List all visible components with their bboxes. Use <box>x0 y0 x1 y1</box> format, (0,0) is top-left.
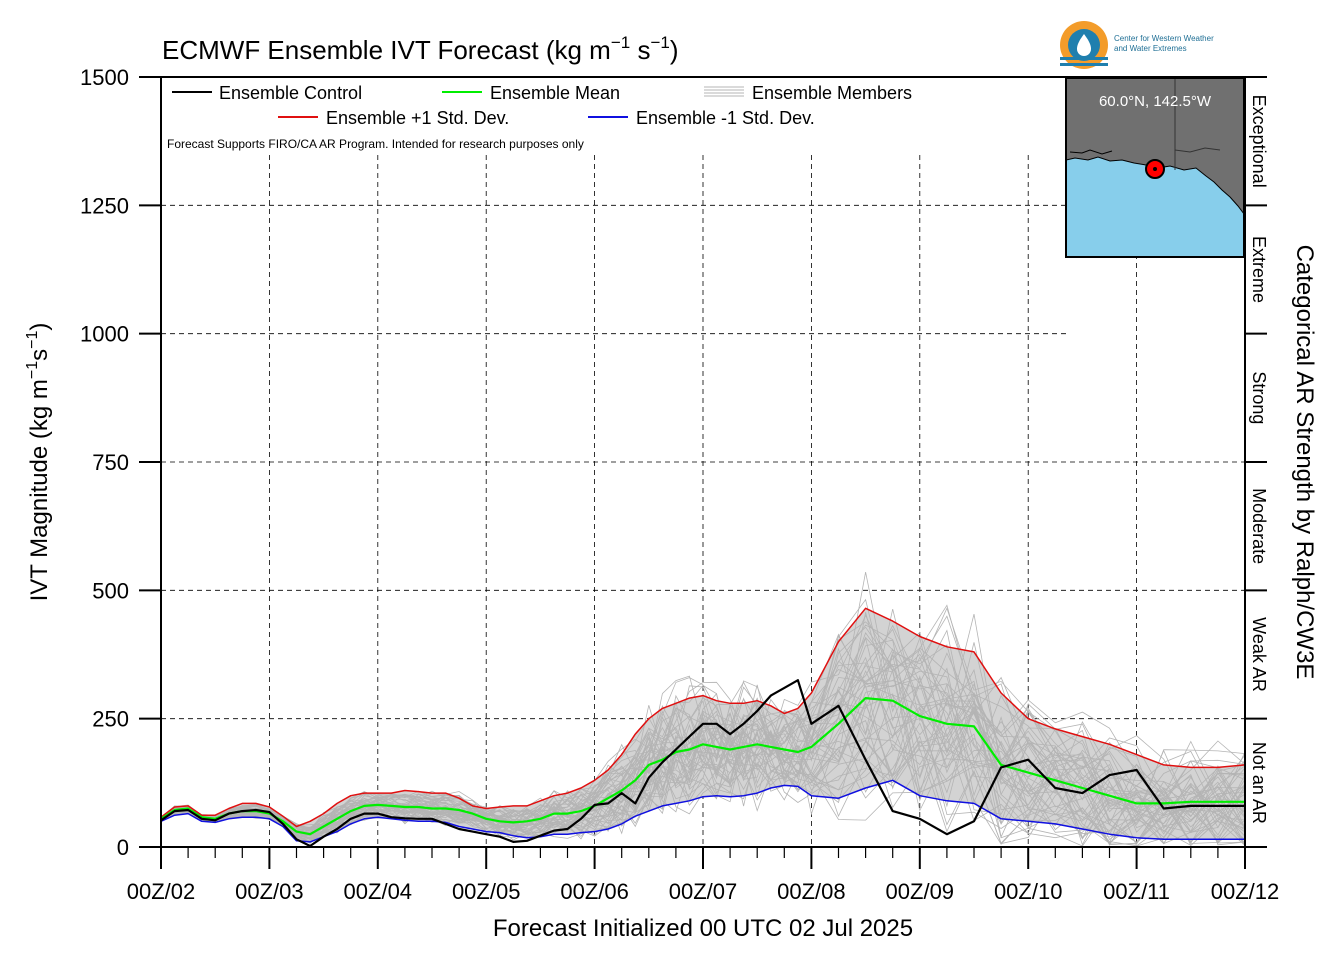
title-main: ECMWF Ensemble IVT Forecast (kg m <box>162 35 611 65</box>
legend-label-plus: Ensemble +1 Std. Dev. <box>326 108 509 128</box>
ylabel-mid: s <box>26 349 53 361</box>
logo-text-line2: and Water Extremes <box>1114 44 1187 53</box>
title-sup2: −1 <box>650 33 669 52</box>
x-tick-label: 00Z/11 <box>1103 879 1170 904</box>
category-label: Weak AR <box>1249 617 1269 692</box>
y-tick-label: 1250 <box>80 193 129 218</box>
inset-ocean <box>1066 157 1244 257</box>
ensemble-member-line <box>161 683 1245 844</box>
ylabel-main: IVT Magnitude (kg m <box>26 379 53 601</box>
series-lines <box>161 607 1245 847</box>
x-tick-label: 00Z/09 <box>886 879 955 904</box>
chart-title: ECMWF Ensemble IVT Forecast (kg m−1 s−1) <box>162 33 679 65</box>
legend-label-control: Ensemble Control <box>219 83 362 103</box>
y-tick-label: 500 <box>92 578 129 603</box>
category-axis: Not an AR Weak AR Moderate Strong Extreme Exc… <box>1245 76 1269 848</box>
category-label: Moderate <box>1249 488 1269 564</box>
ylabel-end: ) <box>26 323 53 331</box>
ensemble-member-line <box>161 720 1245 846</box>
title-mid: s <box>630 35 650 65</box>
series-line-plus <box>161 607 1245 828</box>
category-label: Exceptional <box>1249 95 1269 188</box>
ensemble-member-line <box>161 670 1245 833</box>
ensemble-member-line <box>161 604 1245 831</box>
title-end: ) <box>670 35 679 65</box>
x-tick-label: 00Z/05 <box>452 879 521 904</box>
ylabel-sup1: −1 <box>24 361 41 379</box>
category-label: Extreme <box>1249 236 1269 303</box>
ensemble-member-line <box>161 628 1245 832</box>
y-tick-label: 1000 <box>80 322 129 347</box>
x-tick-label: 00Z/02 <box>127 879 196 904</box>
location-inset-map: 60.0°N, 142.5°W <box>1065 77 1245 258</box>
ensemble-member-line <box>161 748 1245 846</box>
x-tick-label: 00Z/07 <box>669 879 738 904</box>
legend-label-mean: Ensemble Mean <box>490 83 620 103</box>
x-tick-label: 00Z/08 <box>777 879 846 904</box>
x-tick-label: 00Z/06 <box>560 879 629 904</box>
x-tick-label: 00Z/12 <box>1211 879 1280 904</box>
ensemble-member-line <box>161 654 1245 844</box>
cw3e-logo: Center for Western Weather and Water Ext… <box>1060 21 1214 69</box>
y-tick-label: 750 <box>92 450 129 475</box>
series-line-control <box>161 679 1245 847</box>
ensemble-member-line <box>161 624 1245 828</box>
ensemble-member-line <box>161 675 1245 844</box>
ensemble-member-line <box>161 636 1245 831</box>
y-axis-label: IVT Magnitude (kg m−1s−1) <box>24 323 53 602</box>
y-axis: 0 250 500 750 1000 1250 1500 <box>80 65 161 860</box>
y-tick-label: 250 <box>92 707 129 732</box>
x-tick-label: 00Z/10 <box>994 879 1063 904</box>
x-tick-label: 00Z/04 <box>344 879 413 904</box>
legend-label-members: Ensemble Members <box>752 83 912 103</box>
category-label: Strong <box>1249 371 1269 424</box>
x-tick-label: 00Z/03 <box>235 879 304 904</box>
title-sup1: −1 <box>611 33 630 52</box>
y-tick-label: 0 <box>117 835 129 860</box>
right-axis-label: Categorical AR Strength by Ralph/CW3E <box>1291 245 1318 680</box>
x-axis-label: Forecast Initialized 00 UTC 02 Jul 2025 <box>493 915 913 942</box>
ylabel-sup2: −1 <box>24 330 41 348</box>
legend-swatch-members <box>704 86 744 97</box>
disclaimer-text: Forecast Supports FIRO/CA AR Program. In… <box>167 137 584 151</box>
ensemble-member-line <box>161 653 1245 837</box>
y-tick-label: 1500 <box>80 65 129 90</box>
x-axis: 00Z/02 00Z/03 00Z/04 00Z/05 00Z/06 00Z/07 00Z/… <box>127 847 1280 904</box>
legend-label-minus: Ensemble -1 Std. Dev. <box>636 108 815 128</box>
category-label: Not an AR <box>1249 742 1269 824</box>
inset-location-label: 60.0°N, 142.5°W <box>1099 93 1212 110</box>
legend: Ensemble Control Ensemble Mean Ensemble … <box>167 83 912 151</box>
series-line-minus <box>161 779 1245 843</box>
logo-text-line1: Center for Western Weather <box>1114 34 1214 43</box>
